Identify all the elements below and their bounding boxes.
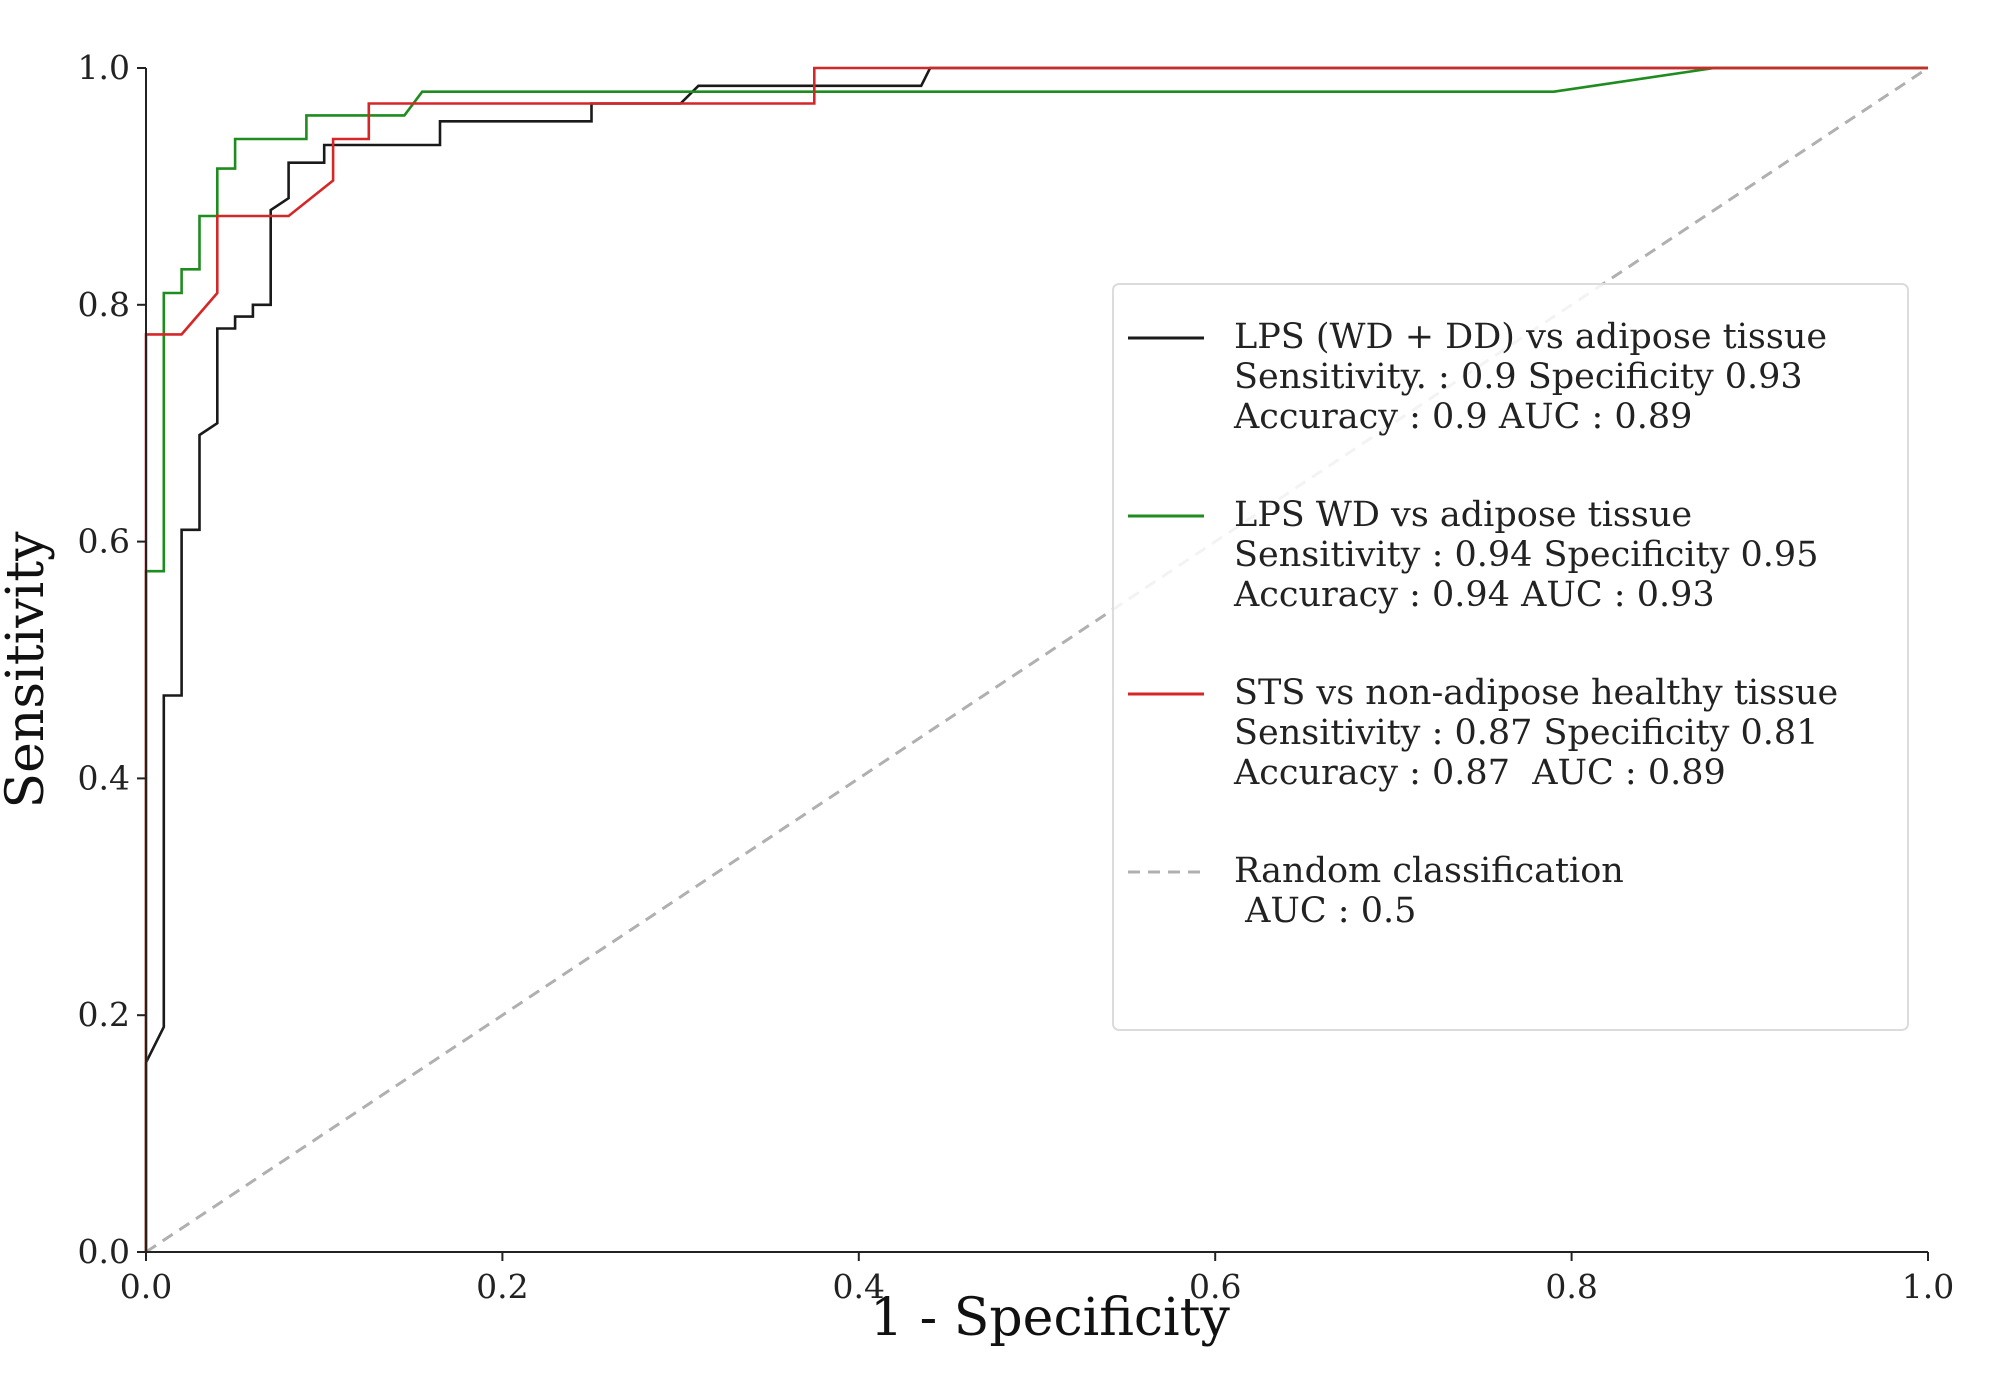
y-tick-label: 0.8 [78,285,130,324]
y-tick-label: 0.6 [78,522,130,561]
x-tick-label: 0.0 [120,1267,172,1306]
x-tick-label: 0.2 [476,1267,528,1306]
x-axis-title: 1 - Specificity [870,1288,1230,1348]
plot-area [144,66,1929,1254]
series-line-2 [144,66,1928,1252]
x-tick-label: 0.6 [1189,1267,1241,1306]
y-tick-label: 1.0 [78,48,130,87]
legend-text: Accuracy : 0.94 AUC : 0.93 [1233,575,1715,615]
legend-text: AUC : 0.5 [1234,891,1416,931]
x-tick-label: 0.4 [833,1267,885,1306]
legend-text: Sensitivity. : 0.9 Specificity 0.93 [1234,357,1803,397]
legend-box [1112,283,1909,1031]
y-tick-label: 0.2 [78,995,130,1034]
series-line-1 [144,66,1928,1252]
axes [145,68,1928,1253]
legend-text: Sensitivity : 0.94 Specificity 0.95 [1234,535,1818,575]
x-tick-label: 0.8 [1545,1267,1597,1306]
legend-text: LPS (WD + DD) vs adipose tissue [1234,317,1827,357]
legend: LPS (WD + DD) vs adipose tissueSensitivi… [1112,283,1909,1031]
legend-text: Sensitivity : 0.87 Specificity 0.81 [1234,713,1818,753]
legend-text: STS vs non-adipose healthy tissue [1234,673,1838,713]
legend-text: Accuracy : 0.9 AUC : 0.89 [1233,397,1692,437]
legend-text: Accuracy : 0.87 AUC : 0.89 [1233,753,1726,793]
legend-text: LPS WD vs adipose tissue [1234,495,1692,535]
y-tick-label: 0.0 [78,1232,130,1271]
y-tick-label: 0.4 [78,758,130,797]
series-line-3 [145,66,1929,1254]
y-axis-title: Sensitivity [0,531,56,809]
ticks: 0.0 0.2 0.4 0.6 0.8 1.0 0.0 0.2 0.4 0.6 0.8 1.0 [78,48,1955,1306]
x-tick-label: 1.0 [1902,1267,1954,1306]
legend-text: Random classification [1234,851,1624,891]
